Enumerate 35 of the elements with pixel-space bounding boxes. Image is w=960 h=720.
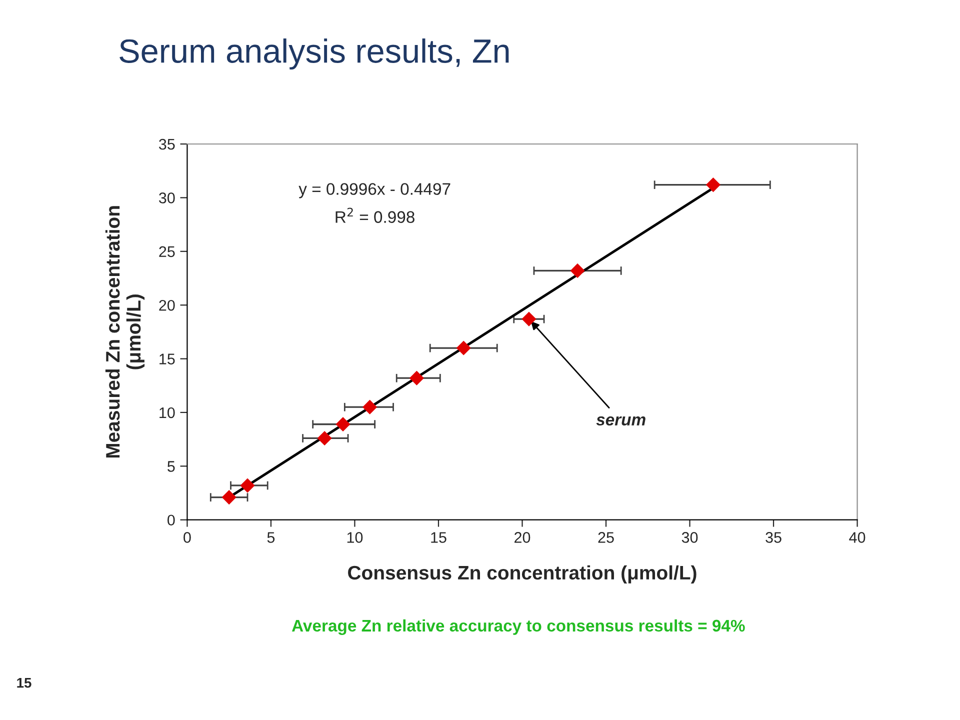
x-tick-label: 40 <box>849 532 866 543</box>
x-axis-title: Consensus Zn concentration (μmol/L) <box>348 565 696 584</box>
point <box>222 490 236 505</box>
annotation: serum <box>596 416 646 426</box>
point <box>456 340 471 356</box>
x-tick-label: 30 <box>682 532 698 543</box>
y-tick-label: 0 <box>167 514 175 526</box>
y-axis-title: Measured Zn concentration (μmol/L) <box>105 206 145 458</box>
x-tick-label: 35 <box>766 532 782 543</box>
chart-title: Serum analysis results, Zn <box>120 38 509 70</box>
point <box>409 370 424 386</box>
y-tick-label: 15 <box>160 354 175 364</box>
point <box>522 312 536 326</box>
annotation: y = 0.9996x - 0.4497 <box>298 183 450 198</box>
text: 15 <box>17 678 32 688</box>
annotation: R$^{2}$ = 0.998 <box>336 208 414 223</box>
y-tick-label: 10 <box>160 407 175 418</box>
point <box>706 178 720 192</box>
x-tick-label: 20 <box>514 532 530 543</box>
point <box>240 478 255 493</box>
point <box>336 416 350 432</box>
x-tick-label: 5 <box>267 532 275 543</box>
point <box>570 263 585 278</box>
x-tick-label: 0 <box>184 532 191 543</box>
y-tick-label: 25 <box>159 246 175 258</box>
x-tick-label: 25 <box>598 532 614 543</box>
x-tick-label: 10 <box>347 532 363 543</box>
y-tick-label: 5 <box>168 461 175 472</box>
y-tick-label: 30 <box>158 192 175 204</box>
y-tick-label: 20 <box>159 300 175 311</box>
point <box>317 430 332 446</box>
point <box>362 400 378 414</box>
x-tick-label: 15 <box>431 532 446 543</box>
y-tick-label: 35 <box>158 138 175 150</box>
text: Average Zn relative accuracy to consensus results = 94% <box>292 619 745 635</box>
